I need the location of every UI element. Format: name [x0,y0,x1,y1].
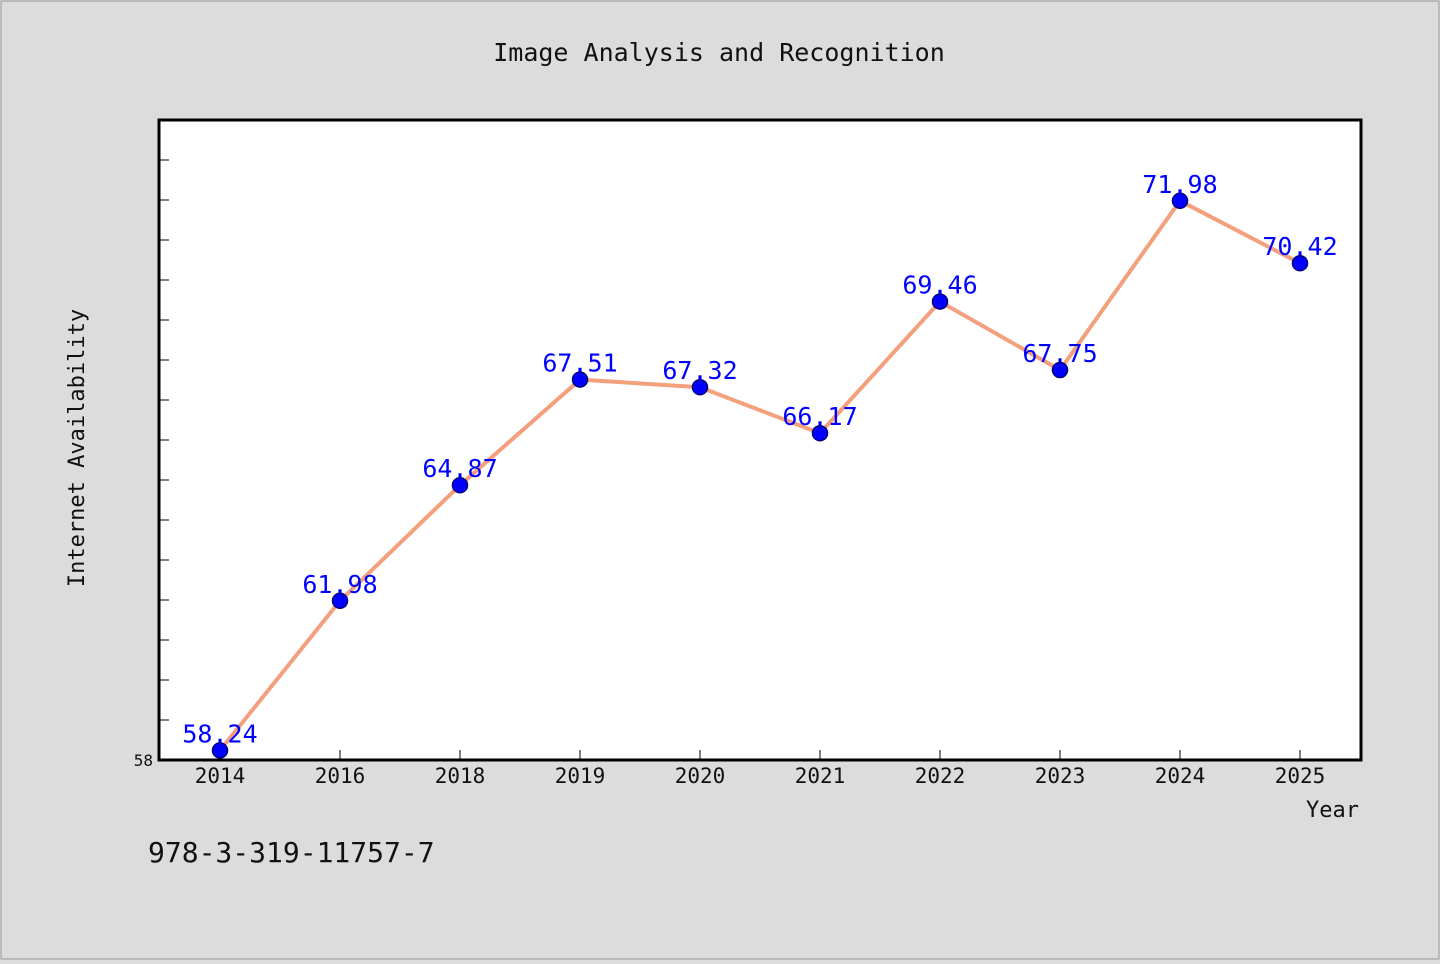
data-label: 67.75 [1022,339,1097,368]
plot-area [159,120,1361,760]
y-axis-ticks: 58 [134,159,169,770]
data-label: 66.17 [782,402,857,431]
x-tick-label: 2020 [675,764,726,788]
series-layer [218,198,1302,753]
data-point [1291,254,1309,272]
y-axis-label: Internet Availability [65,309,90,587]
x-tick-label: 2018 [435,764,486,788]
data-label: 67.51 [542,349,617,378]
x-tick-label: 2021 [795,764,846,788]
x-tick-label: 2024 [1155,764,1206,788]
data-point [1051,361,1069,379]
x-tick-label: 2014 [195,764,246,788]
data-point [931,293,949,310]
plot-frame [157,118,1363,762]
data-point [451,476,469,494]
x-axis-ticks: 2014 2016 2018 2019 2020 2021 2022 2023 2024 2025 [195,750,1326,788]
data-label: 70.42 [1262,232,1337,261]
x-tick-label: 2019 [555,764,606,788]
data-point [571,371,589,388]
data-label: 69.46 [902,271,977,300]
data-label: 61.98 [302,570,377,599]
points-layer [211,192,1309,759]
data-labels-layer: 58.24 61.98 64.87 67.51 67.32 66.17 69.46 67.75… [182,170,1337,749]
series-line [218,198,1302,753]
data-label: 67.32 [662,356,737,385]
y-tick-label: 58 [134,751,153,770]
x-tick-label: 2023 [1035,764,1086,788]
data-point [691,378,709,396]
data-label: 58.24 [182,719,257,748]
isbn-text: 978-3-319-11757-7 [148,836,435,869]
data-label: 71.98 [1142,170,1217,199]
x-tick-label: 2022 [915,764,966,788]
data-label: 64.87 [422,454,497,483]
chart-title: Image Analysis and Recognition [493,38,945,67]
data-point [211,742,229,759]
x-tick-label: 2016 [315,764,366,788]
data-point [331,592,349,610]
x-tick-label: 2025 [1275,764,1326,788]
x-axis-label: Year [1306,798,1359,823]
data-point [811,424,829,442]
data-point [1171,192,1189,210]
